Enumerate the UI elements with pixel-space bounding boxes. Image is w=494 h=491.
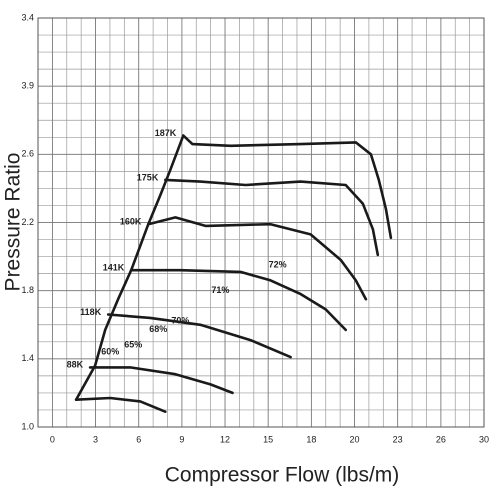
x-tick-label: 9 — [179, 434, 184, 444]
speed-label: 187K — [155, 128, 177, 138]
x-tick-label: 26 — [436, 434, 446, 444]
y-tick-label: 1.8 — [21, 285, 34, 295]
y-tick-label: 2.6 — [21, 149, 34, 159]
efficiency-label: 70% — [171, 316, 189, 326]
x-tick-label: 18 — [306, 434, 316, 444]
x-tick-label: 30 — [479, 434, 489, 444]
speed-line — [164, 178, 380, 257]
x-tick-label: 3 — [93, 434, 98, 444]
x-tick-label: 12 — [220, 434, 230, 444]
speed-line — [182, 134, 393, 240]
x-tick-label: 6 — [136, 434, 141, 444]
x-tick-label: 20 — [350, 434, 360, 444]
y-tick-label: 1.0 — [21, 421, 34, 431]
y-tick-label: 3.9 — [21, 81, 34, 91]
y-tick-label: 2.2 — [21, 217, 34, 227]
speed-label: 141K — [103, 263, 125, 273]
speed-line — [88, 366, 234, 395]
x-tick-label: 23 — [393, 434, 403, 444]
speed-label: 118K — [80, 307, 102, 317]
efficiency-label: 68% — [149, 324, 167, 334]
speed-line — [106, 313, 292, 359]
y-tick-label: 1.4 — [21, 353, 34, 363]
efficiency-label: 72% — [269, 259, 287, 269]
x-tick-label: 15 — [263, 434, 273, 444]
speed-label: 88K — [67, 360, 84, 370]
speed-label: 175K — [137, 172, 159, 182]
plot-frame — [37, 17, 485, 428]
x-tick-label: 0 — [50, 434, 55, 444]
speed-line — [147, 216, 368, 301]
y-tick-label: 3.4 — [21, 12, 34, 22]
efficiency-label: 60% — [101, 346, 119, 356]
x-axis-label: Compressor Flow (lbs/m) — [165, 464, 400, 487]
speed-line — [74, 396, 167, 413]
efficiency-label: 65% — [124, 340, 142, 350]
speed-line — [129, 268, 347, 332]
y-axis-label: Pressure Ratio — [2, 153, 25, 292]
speed-label: 160K — [120, 217, 142, 227]
efficiency-label: 71% — [211, 285, 229, 295]
